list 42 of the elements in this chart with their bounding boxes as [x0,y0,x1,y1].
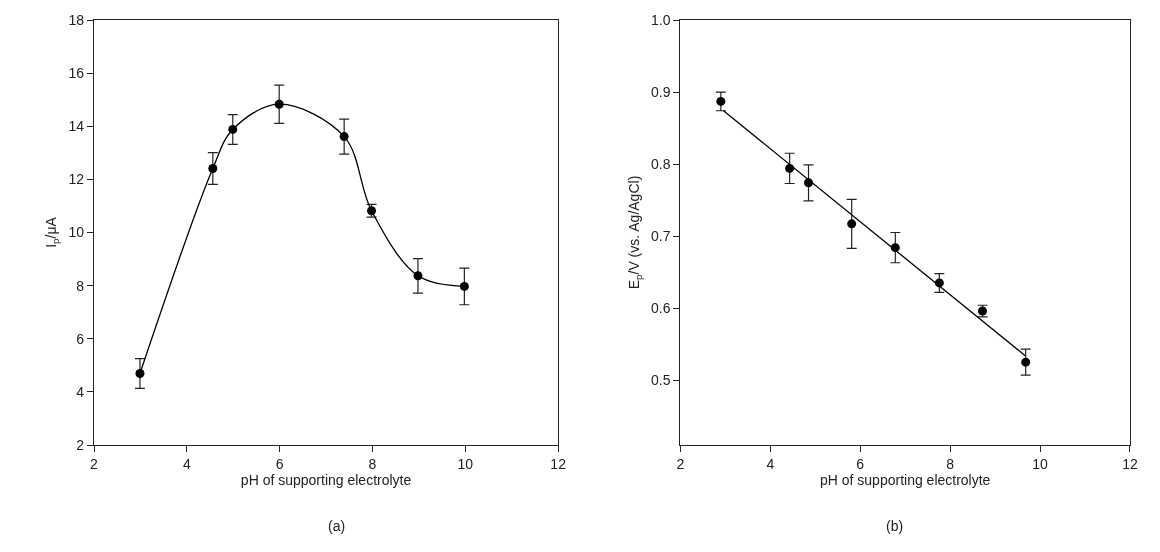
point [1021,357,1031,367]
x-tick-label: 4 [766,455,775,472]
text: (b) [886,518,904,534]
x-tick-label: 4 [182,455,191,472]
point [413,271,423,281]
y-tick-label: 1.0 [651,11,671,28]
y-tick-label: 0.6 [651,300,671,317]
y-tick-label: 6 [76,330,85,347]
y-tick-label: 0.8 [651,155,671,172]
x-tick-label: 8 [946,455,955,472]
point [339,132,349,142]
point [208,163,218,173]
text: (a) [328,518,346,534]
x-tick-label: 6 [275,455,284,472]
point [274,99,284,109]
x-tick-label: 2 [90,455,99,472]
point [459,281,469,291]
y-tick-label: 12 [68,171,85,188]
x-axis-title: pH of supporting electrolyte [240,472,412,489]
y-tick-label: 8 [76,277,85,294]
y-tick-label: 0.5 [651,372,671,389]
x-tick-label: 2 [676,455,685,472]
x-tick-label: 12 [1122,455,1138,472]
x-tick-label: 10 [457,455,474,472]
x-tick-label: 6 [856,455,865,472]
x-tick-label: 8 [368,455,377,472]
point [847,219,857,229]
y-tick-label: 4 [76,383,85,400]
y-tick-label: 10 [68,224,85,241]
point [716,96,726,106]
y-tick-label: 0.7 [651,228,671,244]
y-tick-label: 18 [68,11,85,28]
point [135,369,145,379]
point [228,124,238,134]
y-tick-label: 2 [76,436,85,453]
x-axis-title: pH of supporting electrolyte [819,472,991,489]
point [785,163,795,173]
y-tick-label: 16 [68,65,85,82]
y-tick-label: 0.9 [651,83,671,100]
x-tick-label: 10 [1032,455,1049,472]
y-tick-label: 14 [68,118,85,135]
x-tick-label: 12 [550,455,567,472]
